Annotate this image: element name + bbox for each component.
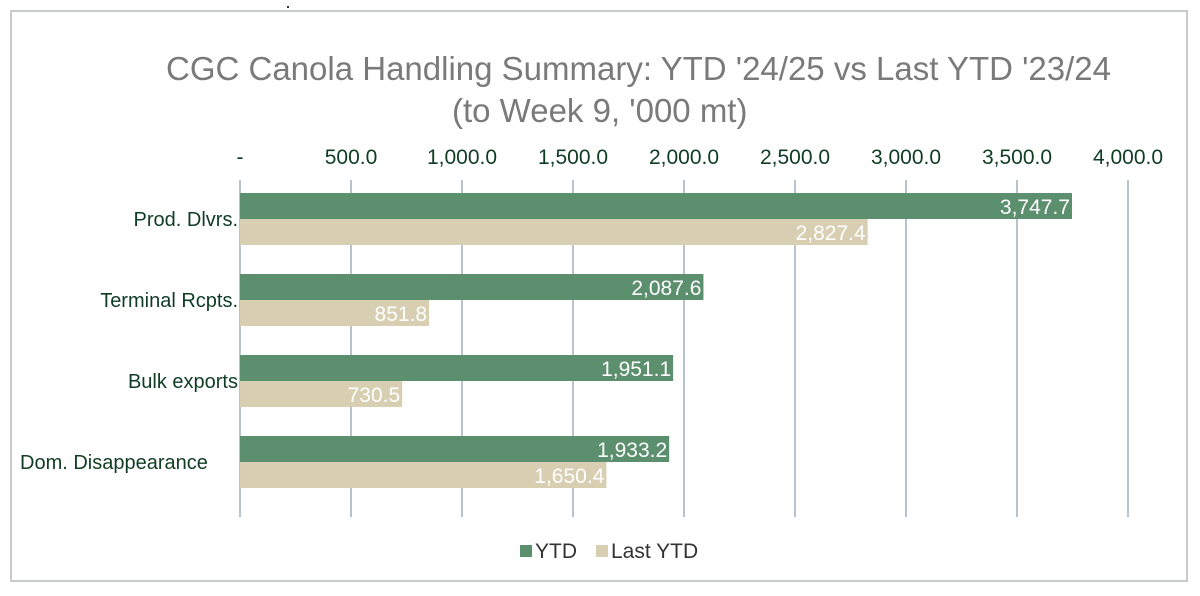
stray-dot [287, 6, 289, 8]
bar-last-ytd [240, 300, 430, 326]
category-label: Terminal Rcpts. [100, 290, 238, 312]
chart-title: CGC Canola Handling Summary: YTD '24/25 … [166, 50, 1111, 87]
x-tick-label: 1,500.0 [538, 146, 608, 169]
legend-label: YTD [535, 540, 577, 563]
x-tick-label: 2,500.0 [760, 146, 830, 169]
bar-last-ytd [240, 381, 403, 407]
x-tick-label: 4,000.0 [1093, 146, 1163, 169]
data-label: 1,650.4 [534, 465, 604, 488]
legend-label: Last YTD [611, 540, 698, 563]
x-tick-label: - [237, 146, 244, 169]
x-tick-label: 1,000.0 [427, 146, 497, 169]
data-label: 3,747.7 [1000, 196, 1070, 219]
bar-ytd [240, 436, 670, 462]
data-label: 851.8 [375, 303, 428, 326]
chart-frame: CGC Canola Handling Summary: YTD '24/25 … [10, 10, 1188, 582]
data-label: 2,087.6 [631, 277, 701, 300]
category-label: Dom. Disappearance [20, 452, 208, 474]
legend-swatch [596, 545, 608, 557]
data-label: 1,933.2 [597, 439, 667, 462]
category-label: Bulk exports [128, 371, 238, 393]
data-label: 2,827.4 [796, 222, 866, 245]
x-axis-ticks: - 500.0 1,000.0 1,500.0 2,000.0 2,500.0 3,000.… [237, 146, 1164, 169]
chart-subtitle: (to Week 9, '000 mt) [452, 92, 747, 129]
x-tick-label: 3,000.0 [871, 146, 941, 169]
bar-ytd [240, 193, 1072, 219]
x-tick-label: 500.0 [325, 146, 378, 169]
bar-ytd [240, 355, 674, 381]
x-tick-label: 3,500.0 [982, 146, 1052, 169]
category-label: Prod. Dlvrs. [134, 209, 238, 231]
bar-last-ytd [240, 219, 868, 245]
bar-ytd [240, 274, 704, 300]
data-label: 730.5 [348, 384, 401, 407]
bars: 3,747.7 2,827.4 2,087.6 851.8 1,951.1 730.5 1,… [240, 193, 1072, 488]
chart-svg: CGC Canola Handling Summary: YTD '24/25 … [20, 50, 1164, 563]
bar-last-ytd [240, 462, 607, 488]
legend: YTD Last YTD [520, 540, 698, 563]
data-label: 1,951.1 [601, 358, 671, 381]
category-labels: Prod. Dlvrs. Terminal Rcpts. Bulk exports D… [20, 209, 238, 474]
x-tick-label: 2,000.0 [649, 146, 719, 169]
legend-swatch [520, 545, 532, 557]
